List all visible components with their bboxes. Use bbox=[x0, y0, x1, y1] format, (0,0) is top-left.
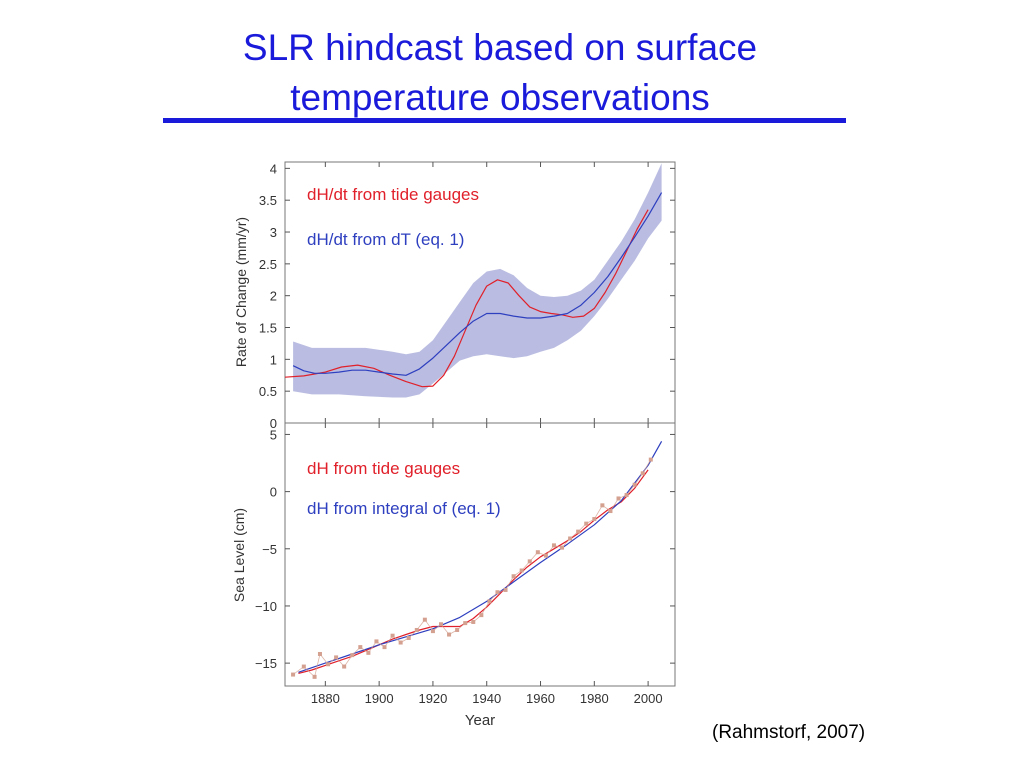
bottom-annual-point bbox=[648, 457, 653, 462]
top-y-axis-label: Rate of Change (mm/yr) bbox=[233, 217, 249, 367]
title-underline bbox=[163, 118, 846, 123]
bottom-xtick-label: 1900 bbox=[365, 691, 394, 706]
panel-rate-of-change: Rate of Change (mm/yr) dH/dt from tide g… bbox=[233, 161, 676, 431]
panel-sea-level: Sea Level (cm) Year dH from tide gauges … bbox=[231, 422, 676, 729]
top-legend-tide-gauges: dH/dt from tide gauges bbox=[307, 185, 479, 204]
bottom-annual-trace bbox=[292, 459, 652, 678]
bottom-legend-tide-gauges: dH from tide gauges bbox=[307, 459, 460, 478]
bottom-xtick-label: 1880 bbox=[311, 691, 340, 706]
top-ytick-label: 4 bbox=[270, 161, 277, 176]
slide-title-line-2: temperature observations bbox=[290, 77, 710, 118]
top-uncertainty-band bbox=[293, 163, 662, 398]
bottom-xtick-label: 1920 bbox=[418, 691, 447, 706]
bottom-y-axis-label: Sea Level (cm) bbox=[231, 508, 247, 602]
top-legend-eq1: dH/dt from dT (eq. 1) bbox=[307, 230, 464, 249]
bottom-annual-point bbox=[291, 672, 296, 677]
top-ytick-label: 3 bbox=[270, 225, 277, 240]
bottom-ytick-label: −15 bbox=[255, 656, 277, 671]
x-axis-label: Year bbox=[465, 712, 495, 729]
bottom-ytick-label: −5 bbox=[262, 542, 277, 557]
slide-title-line-1: SLR hindcast based on surface bbox=[242, 27, 758, 68]
bottom-legend-integral: dH from integral of (eq. 1) bbox=[307, 499, 501, 518]
bottom-xtick-label: 2000 bbox=[634, 691, 663, 706]
top-series-line-0 bbox=[284, 209, 649, 388]
citation: (Rahmstorf, 2007) bbox=[712, 722, 866, 743]
bottom-plot-frame bbox=[284, 422, 676, 687]
top-ytick-label: 0 bbox=[270, 416, 277, 431]
top-ytick-label: 2.5 bbox=[259, 257, 277, 272]
bottom-xtick-label: 1980 bbox=[580, 691, 609, 706]
top-series-line-1 bbox=[292, 192, 663, 376]
top-ytick-label: 2 bbox=[270, 289, 277, 304]
top-ytick-label: 0.5 bbox=[259, 384, 277, 399]
bottom-ytick-label: −10 bbox=[255, 599, 277, 614]
bottom-ytick-label: 5 bbox=[270, 427, 277, 442]
top-ytick-label: 1 bbox=[270, 352, 277, 367]
bottom-ytick-label: 0 bbox=[270, 485, 277, 500]
bottom-xtick-label: 1940 bbox=[472, 691, 501, 706]
bottom-series-line-0 bbox=[298, 469, 649, 674]
top-ytick-label: 1.5 bbox=[259, 321, 277, 336]
bottom-xtick-label: 1960 bbox=[526, 691, 555, 706]
top-ytick-label: 3.5 bbox=[259, 193, 277, 208]
